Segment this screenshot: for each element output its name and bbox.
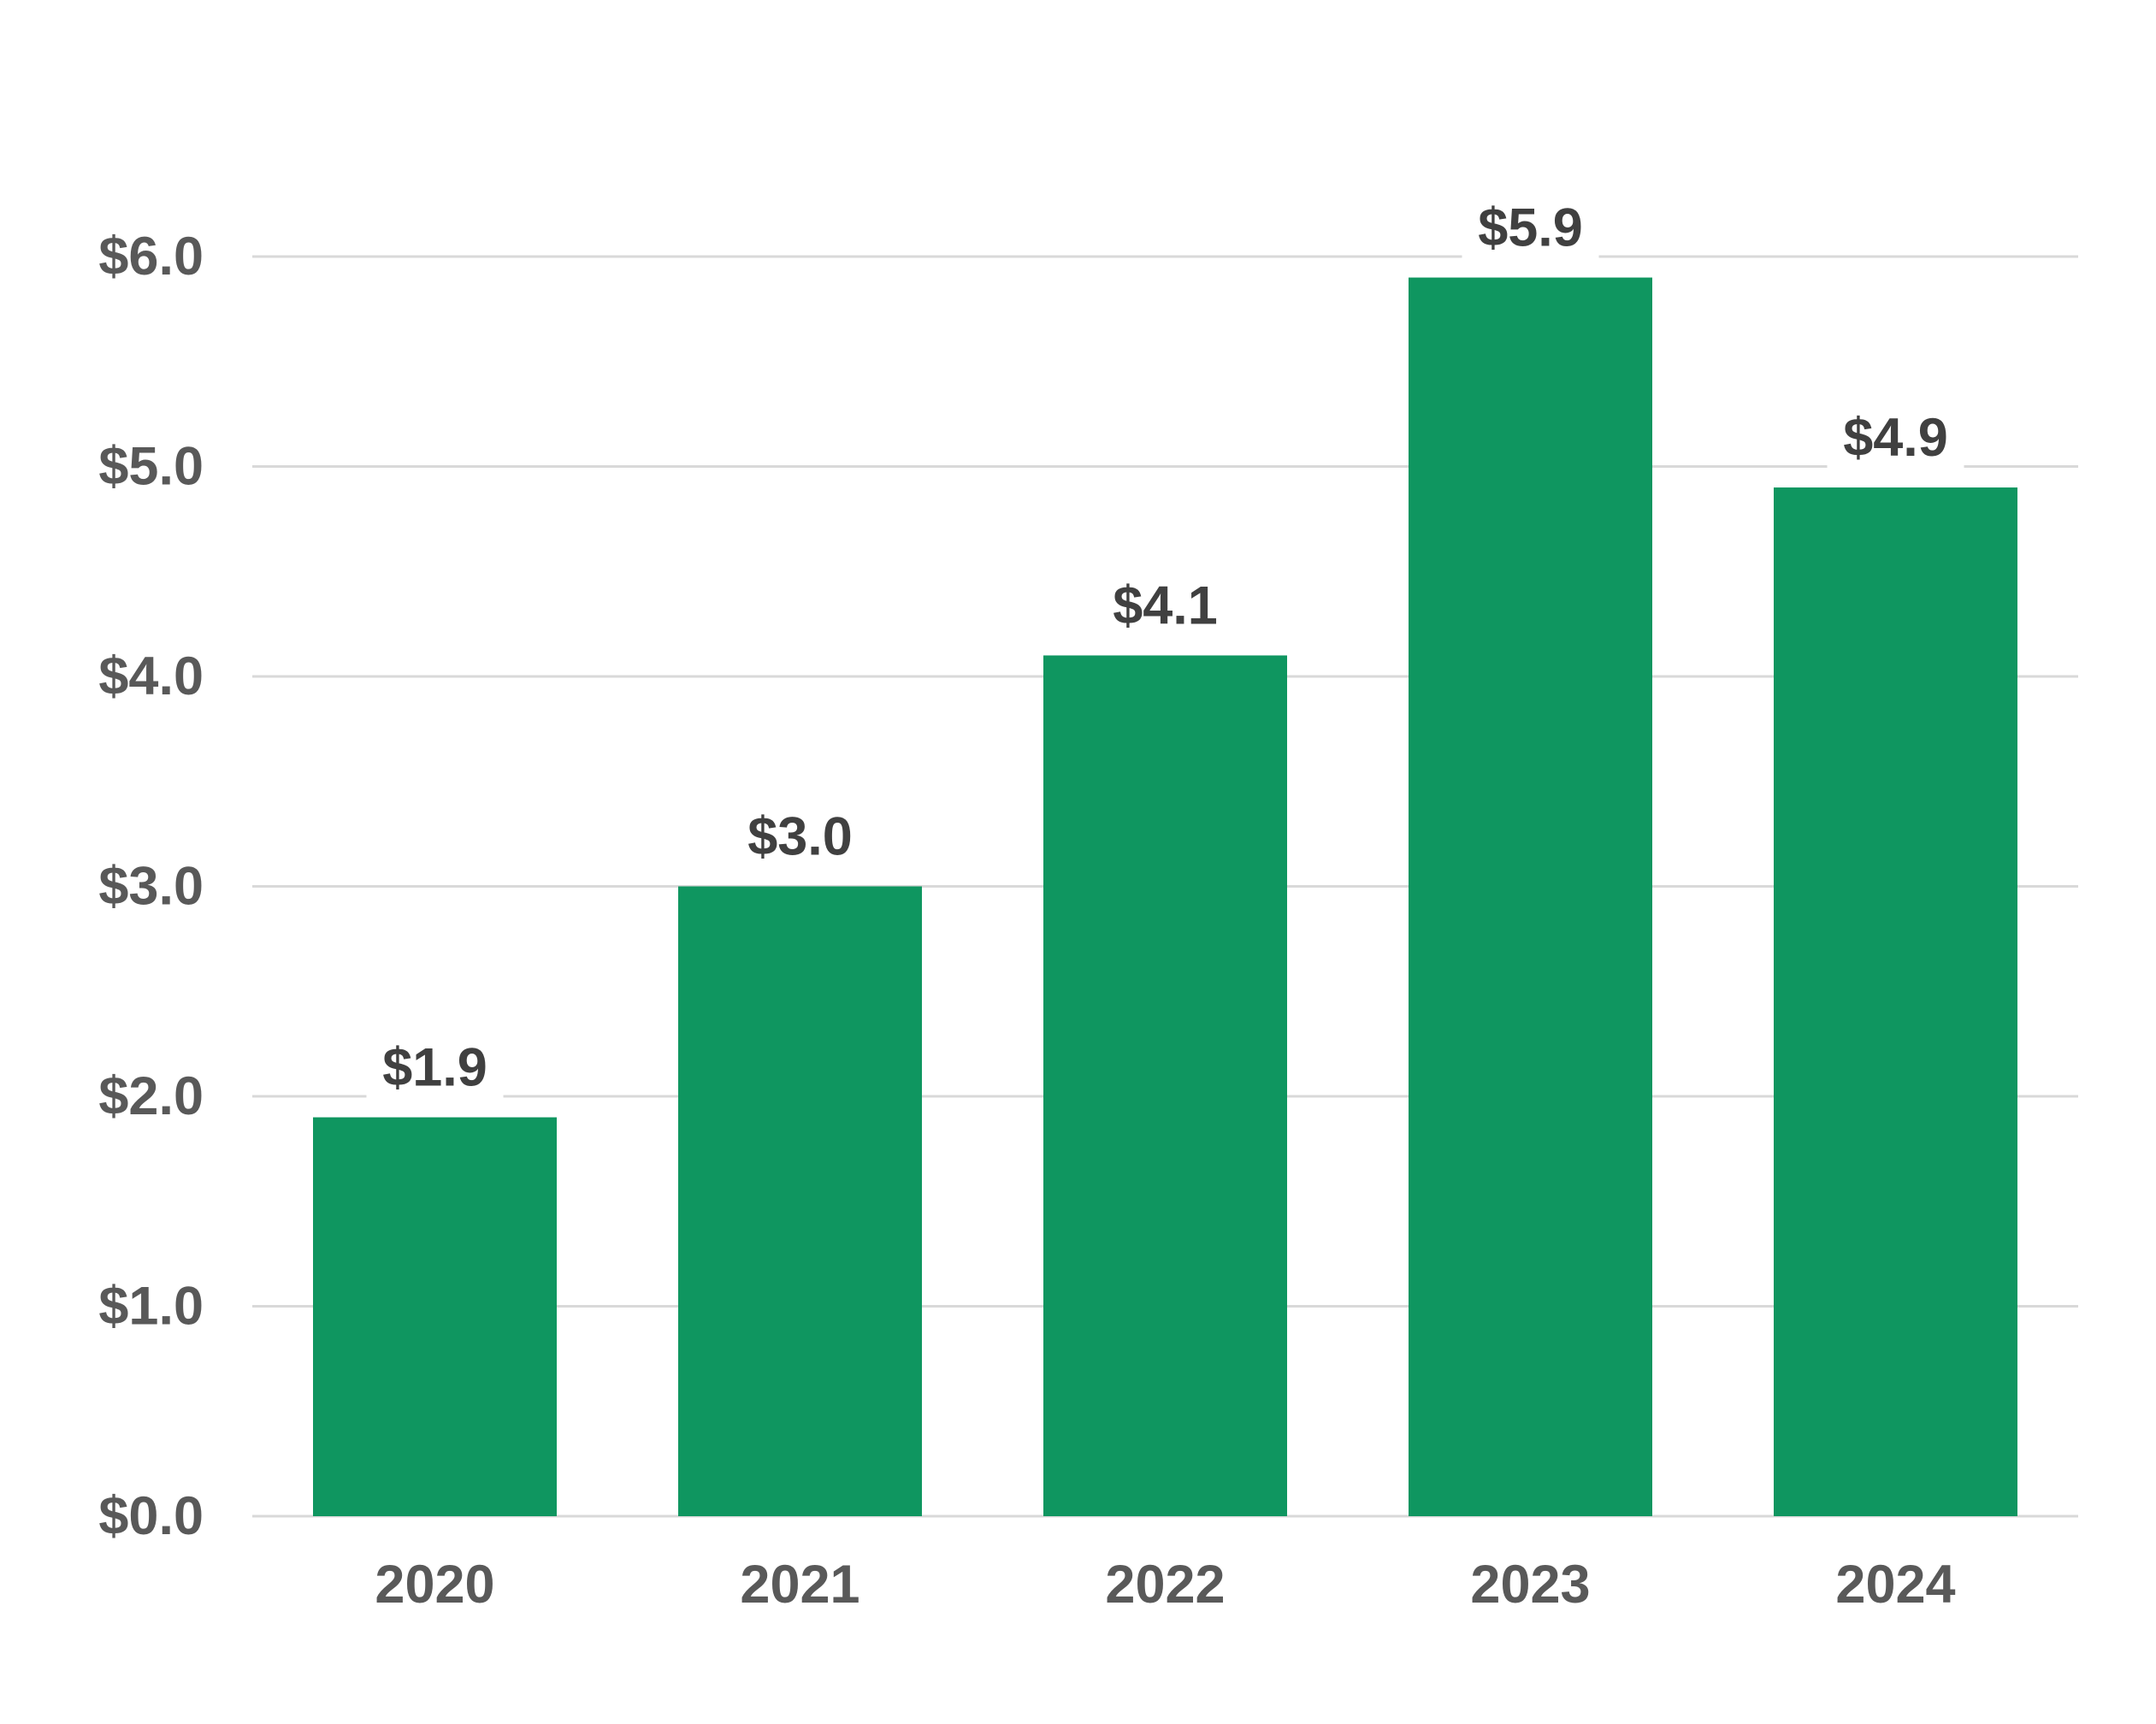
data-label-background xyxy=(731,802,869,873)
y-tick-label: $0.0 xyxy=(98,1486,204,1546)
y-axis-tick-labels: $0.0 $1.0 $2.0 $3.0 $4.0 $5.0 $6.0 xyxy=(98,227,204,1546)
bar xyxy=(1043,655,1287,1516)
bar xyxy=(1774,487,2017,1516)
data-label-background xyxy=(1827,404,1964,475)
y-tick-label: $3.0 xyxy=(98,857,204,917)
bar xyxy=(1409,277,1652,1516)
bar xyxy=(678,886,922,1516)
x-axis-tick-labels: 2020 2021 2022 2023 2024 xyxy=(375,1555,1955,1615)
y-tick-label: $2.0 xyxy=(98,1066,204,1126)
y-tick-label: $5.0 xyxy=(98,437,204,497)
y-tick-label: $1.0 xyxy=(98,1277,204,1337)
y-tick-label: $6.0 xyxy=(98,227,204,286)
data-label: $4.1 xyxy=(1113,576,1218,635)
data-label-background xyxy=(366,1033,504,1104)
data-label: $5.9 xyxy=(1478,198,1583,258)
data-label: $3.0 xyxy=(747,807,853,867)
x-tick-label: 2022 xyxy=(1105,1555,1225,1615)
data-label: $1.9 xyxy=(382,1038,487,1098)
data-label: $4.9 xyxy=(1843,408,1948,468)
x-tick-label: 2024 xyxy=(1835,1555,1955,1615)
bar xyxy=(313,1117,557,1516)
bars xyxy=(313,277,2017,1516)
x-tick-label: 2023 xyxy=(1470,1555,1590,1615)
y-tick-label: $4.0 xyxy=(98,646,204,706)
x-tick-label: 2021 xyxy=(740,1555,859,1615)
data-labels: $1.9 $3.0 $4.1 $5.9 $4.9 xyxy=(366,193,1964,1104)
x-tick-label: 2020 xyxy=(375,1555,494,1615)
data-label-background xyxy=(1462,193,1599,264)
data-label-background xyxy=(1096,571,1234,642)
